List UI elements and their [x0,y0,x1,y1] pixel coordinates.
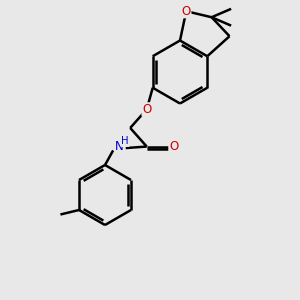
Text: O: O [142,103,151,116]
Text: H: H [122,136,129,146]
Text: O: O [169,140,178,153]
Text: O: O [182,5,191,18]
Text: N: N [115,140,124,153]
